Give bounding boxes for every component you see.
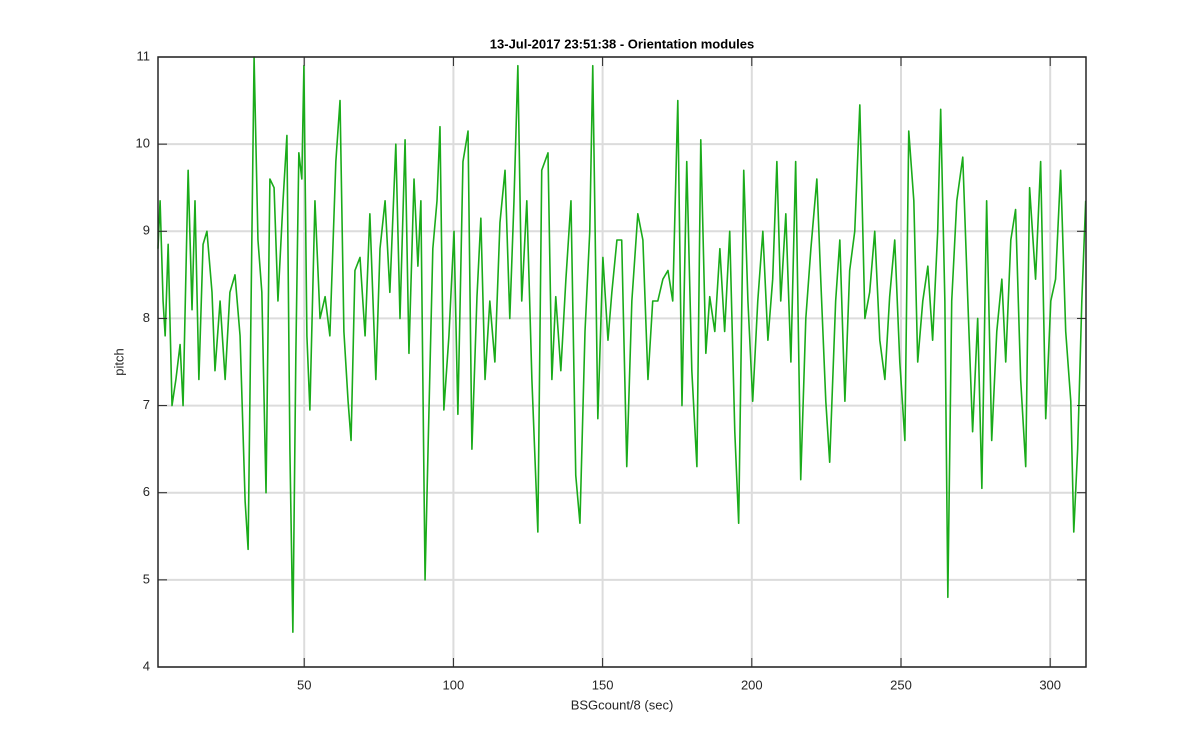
x-tick-label: 250 — [890, 677, 912, 692]
y-tick-label: 5 — [143, 571, 150, 586]
y-tick-label: 8 — [143, 310, 150, 325]
y-tick-label: 4 — [143, 658, 150, 673]
data-line — [157, 56, 1087, 633]
x-tick-label: 100 — [443, 677, 465, 692]
x-tick-label: 150 — [592, 677, 614, 692]
y-tick-label: 10 — [136, 136, 150, 151]
chart-title: 13-Jul-2017 23:51:38 - Orientation modul… — [490, 36, 754, 51]
x-axis-label: BSGcount/8 (sec) — [571, 697, 674, 712]
x-tick-label: 50 — [297, 677, 311, 692]
x-tick-label: 300 — [1039, 677, 1061, 692]
axes-box — [157, 56, 1087, 668]
y-tick-label: 7 — [143, 397, 150, 412]
y-tick-label: 9 — [143, 223, 150, 238]
y-tick-label: 11 — [137, 48, 151, 63]
y-tick-label: 6 — [143, 484, 150, 499]
x-tick-label: 200 — [741, 677, 763, 692]
plot-area — [157, 56, 1087, 633]
y-axis-label: pitch — [111, 348, 126, 375]
